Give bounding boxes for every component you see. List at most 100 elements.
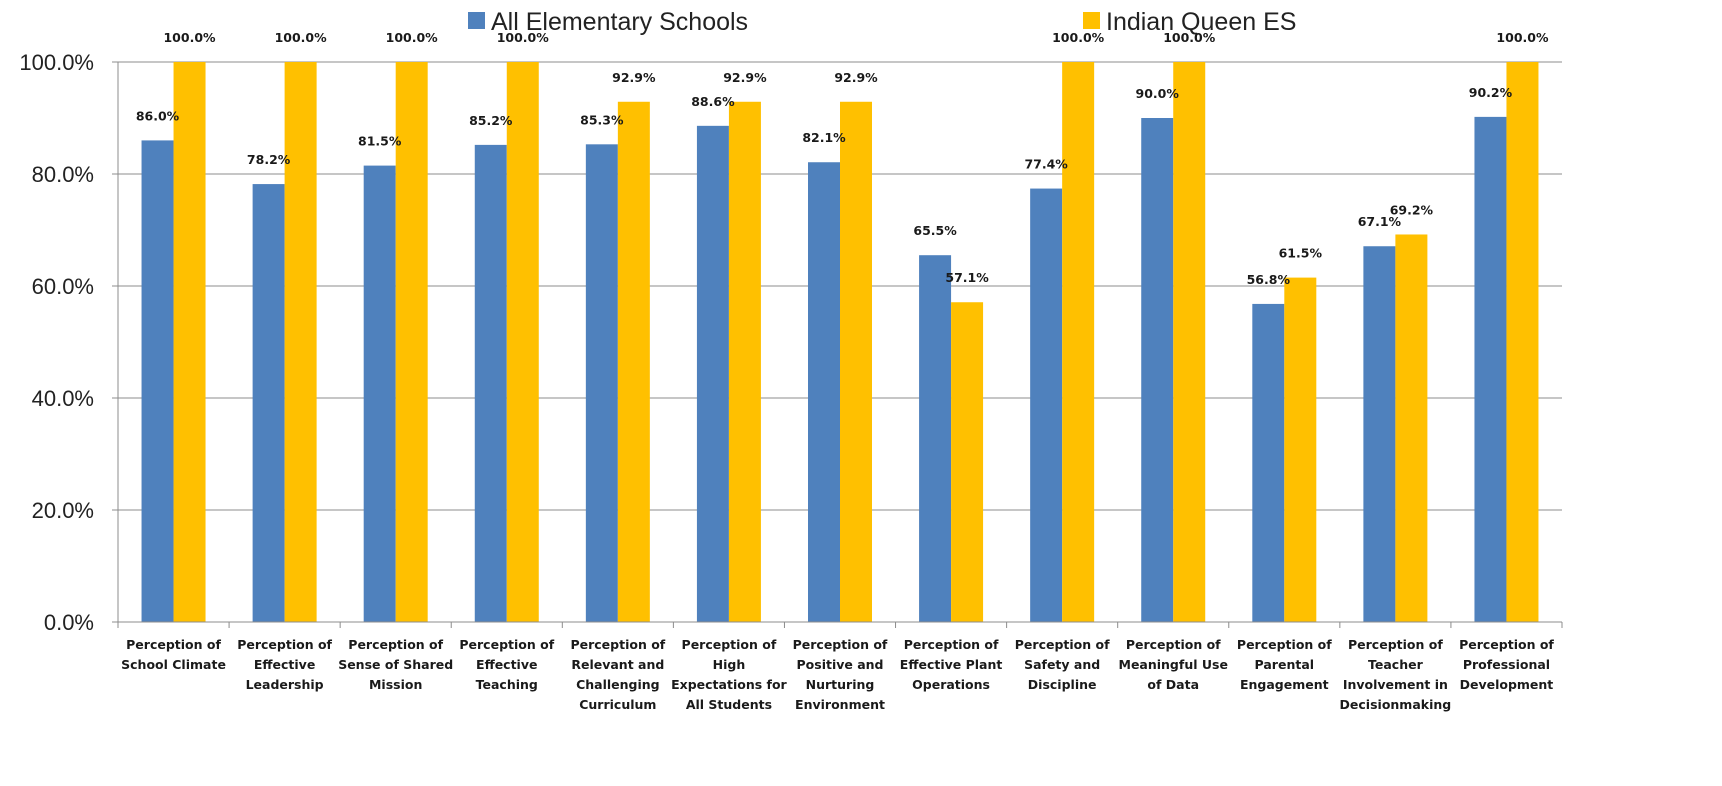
category-label-4-line-1: Relevant and bbox=[571, 657, 664, 672]
bar-s1-c12 bbox=[1506, 62, 1539, 622]
legend-swatch-indian-queen-es bbox=[1083, 12, 1100, 29]
category-label-8-line-1: Safety and bbox=[1024, 657, 1100, 672]
y-tick-label-3: 60.0% bbox=[32, 274, 94, 299]
category-label-4-line-3: Curriculum bbox=[579, 697, 656, 712]
data-label-s0-c1: 78.2% bbox=[247, 152, 291, 167]
category-label-11-line-0: Perception of bbox=[1348, 637, 1443, 652]
data-label-s0-c9: 90.0% bbox=[1136, 86, 1180, 101]
category-label-1-line-2: Leadership bbox=[246, 677, 324, 692]
data-label-s0-c2: 81.5% bbox=[358, 134, 402, 149]
category-label-1-line-0: Perception of bbox=[237, 637, 332, 652]
data-label-s0-c4: 85.3% bbox=[580, 112, 624, 127]
bar-s0-c3 bbox=[474, 144, 507, 622]
data-labels: 86.0% 78.2% 81.5% 85.2% 85.3% 88.6% 82.1% 65.5%… bbox=[136, 30, 1549, 287]
data-label-s1-c1: 100.0% bbox=[275, 30, 328, 45]
category-label-12-line-2: Development bbox=[1460, 677, 1554, 692]
category-label-12-line-1: Professional bbox=[1463, 657, 1550, 672]
category-label-10-line-0: Perception of bbox=[1237, 637, 1332, 652]
legend-label-indian-queen-es: Indian Queen ES bbox=[1106, 8, 1296, 36]
data-label-s0-c8: 77.4% bbox=[1024, 157, 1068, 172]
data-label-s1-c0: 100.0% bbox=[163, 30, 216, 45]
category-label-9-line-1: Meaningful Use bbox=[1119, 657, 1228, 672]
bar-s1-c7 bbox=[951, 302, 984, 622]
bar-s1-c6 bbox=[840, 101, 872, 622]
bar-s1-c8 bbox=[1062, 62, 1095, 622]
category-label-10-line-1: Parental bbox=[1255, 657, 1315, 672]
data-label-s0-c6: 82.1% bbox=[802, 130, 846, 145]
category-label-8-line-2: Discipline bbox=[1028, 677, 1097, 692]
bar-s1-c1 bbox=[284, 62, 317, 622]
legend-swatch-all-elementary-schools bbox=[468, 12, 485, 29]
category-label-0: Perception of School Climate bbox=[121, 637, 226, 672]
data-label-s0-c3: 85.2% bbox=[469, 113, 513, 128]
bar-s1-c3 bbox=[506, 62, 539, 622]
category-label-11-line-1: Teacher bbox=[1368, 657, 1424, 672]
category-label-8-line-0: Perception of bbox=[1015, 637, 1110, 652]
category-label-2-line-0: Perception of bbox=[348, 637, 443, 652]
category-label-6-line-2: Nurturing bbox=[806, 677, 875, 692]
category-label-0-line-1: School Climate bbox=[121, 657, 226, 672]
category-label-11-line-3: Decisionmaking bbox=[1340, 697, 1452, 712]
data-label-s0-c10: 56.8% bbox=[1247, 272, 1291, 287]
bar-s0-c8 bbox=[1030, 188, 1063, 622]
data-label-s1-c3: 100.0% bbox=[497, 30, 550, 45]
category-label-4: Perception of Relevant and Challenging Curr… bbox=[570, 637, 665, 712]
category-label-4-line-0: Perception of bbox=[570, 637, 665, 652]
category-label-1-line-1: Effective bbox=[254, 657, 315, 672]
category-label-7-line-2: Operations bbox=[912, 677, 990, 692]
y-tick-label-5: 100.0% bbox=[19, 50, 94, 75]
bar-s1-c0 bbox=[173, 62, 206, 622]
bar-s0-c11 bbox=[1363, 246, 1396, 623]
category-label-9: Perception of Meaningful Use of Data bbox=[1119, 637, 1228, 692]
bar-s0-c4 bbox=[585, 144, 618, 622]
legend-label-all-elementary-schools: All Elementary Schools bbox=[491, 8, 748, 36]
category-label-1: Perception of Effective Leadership bbox=[237, 637, 332, 692]
legend: All Elementary Schools Indian Queen ES bbox=[468, 8, 1296, 36]
bar-s1-c9 bbox=[1173, 62, 1206, 622]
category-label-0-line-0: Perception of bbox=[126, 637, 221, 652]
bar-s0-c0 bbox=[141, 140, 174, 622]
bar-s1-c5 bbox=[728, 101, 761, 622]
data-label-s1-c5: 92.9% bbox=[723, 70, 767, 85]
category-label-12: Perception of Professional Development bbox=[1459, 637, 1554, 692]
category-label-6-line-0: Perception of bbox=[793, 637, 888, 652]
data-label-s1-c8: 100.0% bbox=[1052, 30, 1105, 45]
y-axis-ticks: 0.0% 20.0% 40.0% 60.0% 80.0% 100.0% bbox=[19, 50, 94, 635]
bar-s1-c10 bbox=[1284, 277, 1317, 622]
category-label-2: Perception of Sense of Shared Mission bbox=[338, 637, 453, 692]
category-label-6-line-1: Positive and bbox=[797, 657, 884, 672]
y-tick-label-4: 80.0% bbox=[32, 162, 94, 187]
category-label-3-line-1: Effective bbox=[476, 657, 537, 672]
category-label-7: Perception of Effective Plant Operations bbox=[900, 637, 1003, 692]
bars bbox=[141, 62, 1539, 623]
y-tick-label-0: 0.0% bbox=[44, 610, 94, 635]
category-label-6-line-3: Environment bbox=[795, 697, 885, 712]
category-label-9-line-0: Perception of bbox=[1126, 637, 1221, 652]
data-label-s1-c4: 92.9% bbox=[612, 70, 656, 85]
bar-s0-c12 bbox=[1474, 116, 1507, 622]
category-label-5-line-3: All Students bbox=[686, 697, 772, 712]
category-label-10-line-2: Engagement bbox=[1240, 677, 1329, 692]
category-label-2-line-2: Mission bbox=[369, 677, 422, 692]
bar-s1-c4 bbox=[617, 101, 650, 622]
category-label-5: Perception of High Expectations for All Stu… bbox=[671, 637, 787, 712]
bar-s1-c11 bbox=[1395, 234, 1428, 623]
bar-s0-c1 bbox=[252, 184, 285, 622]
y-tick-label-2: 40.0% bbox=[32, 386, 94, 411]
bar-s0-c2 bbox=[363, 165, 396, 622]
data-label-s1-c2: 100.0% bbox=[386, 30, 439, 45]
y-tick-label-1: 20.0% bbox=[32, 498, 94, 523]
bar-s0-c9 bbox=[1141, 118, 1174, 622]
category-label-11: Perception of Teacher Involvement in Decisi… bbox=[1340, 637, 1452, 712]
category-label-5-line-1: High bbox=[713, 657, 746, 672]
category-label-7-line-1: Effective Plant bbox=[900, 657, 1003, 672]
category-label-3-line-2: Teaching bbox=[476, 677, 538, 692]
category-label-8: Perception of Safety and Discipline bbox=[1015, 637, 1110, 692]
bar-s0-c5 bbox=[696, 125, 729, 622]
bar-s0-c10 bbox=[1252, 303, 1285, 622]
category-label-9-line-2: of Data bbox=[1147, 677, 1199, 692]
data-label-s1-c6: 92.9% bbox=[834, 70, 878, 85]
data-label-s1-c12: 100.0% bbox=[1496, 30, 1549, 45]
